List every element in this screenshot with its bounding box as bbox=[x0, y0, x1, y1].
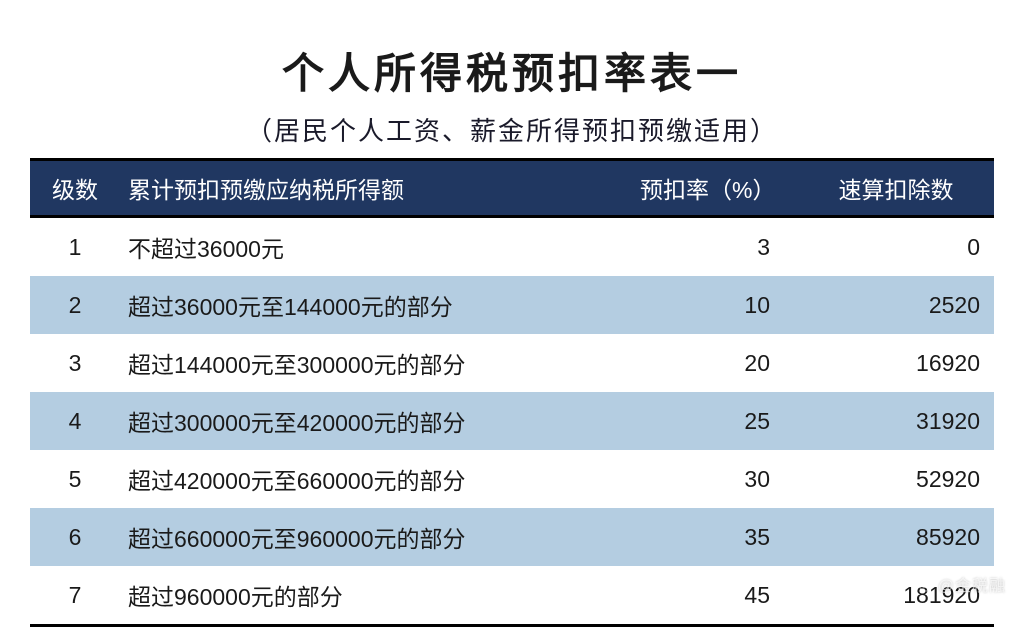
cell-rate: 45 bbox=[630, 566, 800, 626]
cell-bracket: 超过144000元至300000元的部分 bbox=[120, 334, 630, 392]
cell-rate: 25 bbox=[630, 392, 800, 450]
col-header-deduct: 速算扣除数 bbox=[800, 160, 994, 217]
cell-level: 1 bbox=[30, 217, 120, 277]
cell-deduct: 52920 bbox=[800, 450, 994, 508]
cell-level: 7 bbox=[30, 566, 120, 626]
watermark: @金税融 bbox=[918, 572, 1006, 596]
cell-level: 5 bbox=[30, 450, 120, 508]
page-container: 个人所得税预扣率表一 （居民个人工资、薪金所得预扣预缴适用） 级数 累计预扣预缴… bbox=[0, 0, 1024, 627]
cell-rate: 3 bbox=[630, 217, 800, 277]
col-header-level: 级数 bbox=[30, 160, 120, 217]
cell-level: 2 bbox=[30, 276, 120, 334]
cell-level: 4 bbox=[30, 392, 120, 450]
table-row: 7 超过960000元的部分 45 181920 bbox=[30, 566, 994, 626]
cell-bracket: 超过960000元的部分 bbox=[120, 566, 630, 626]
cell-rate: 20 bbox=[630, 334, 800, 392]
cell-deduct: 2520 bbox=[800, 276, 994, 334]
cell-deduct: 85920 bbox=[800, 508, 994, 566]
table-row: 2 超过36000元至144000元的部分 10 2520 bbox=[30, 276, 994, 334]
table-row: 5 超过420000元至660000元的部分 30 52920 bbox=[30, 450, 994, 508]
cell-level: 3 bbox=[30, 334, 120, 392]
weibo-icon bbox=[918, 576, 934, 592]
cell-rate: 10 bbox=[630, 276, 800, 334]
col-header-rate: 预扣率（%） bbox=[630, 160, 800, 217]
cell-bracket: 超过300000元至420000元的部分 bbox=[120, 392, 630, 450]
cell-deduct: 31920 bbox=[800, 392, 994, 450]
watermark-text: @金税融 bbox=[938, 572, 1006, 596]
cell-rate: 30 bbox=[630, 450, 800, 508]
cell-bracket: 超过660000元至960000元的部分 bbox=[120, 508, 630, 566]
cell-level: 6 bbox=[30, 508, 120, 566]
tax-table: 级数 累计预扣预缴应纳税所得额 预扣率（%） 速算扣除数 1 不超过36000元… bbox=[30, 158, 994, 627]
table-row: 4 超过300000元至420000元的部分 25 31920 bbox=[30, 392, 994, 450]
col-header-bracket: 累计预扣预缴应纳税所得额 bbox=[120, 160, 630, 217]
table-header-row: 级数 累计预扣预缴应纳税所得额 预扣率（%） 速算扣除数 bbox=[30, 160, 994, 217]
cell-rate: 35 bbox=[630, 508, 800, 566]
table-row: 3 超过144000元至300000元的部分 20 16920 bbox=[30, 334, 994, 392]
page-title: 个人所得税预扣率表一 bbox=[30, 40, 994, 101]
table-row: 1 不超过36000元 3 0 bbox=[30, 217, 994, 277]
cell-bracket: 超过420000元至660000元的部分 bbox=[120, 450, 630, 508]
page-subtitle: （居民个人工资、薪金所得预扣预缴适用） bbox=[30, 111, 994, 148]
cell-deduct: 16920 bbox=[800, 334, 994, 392]
table-row: 6 超过660000元至960000元的部分 35 85920 bbox=[30, 508, 994, 566]
cell-bracket: 超过36000元至144000元的部分 bbox=[120, 276, 630, 334]
cell-deduct: 0 bbox=[800, 217, 994, 277]
cell-bracket: 不超过36000元 bbox=[120, 217, 630, 277]
